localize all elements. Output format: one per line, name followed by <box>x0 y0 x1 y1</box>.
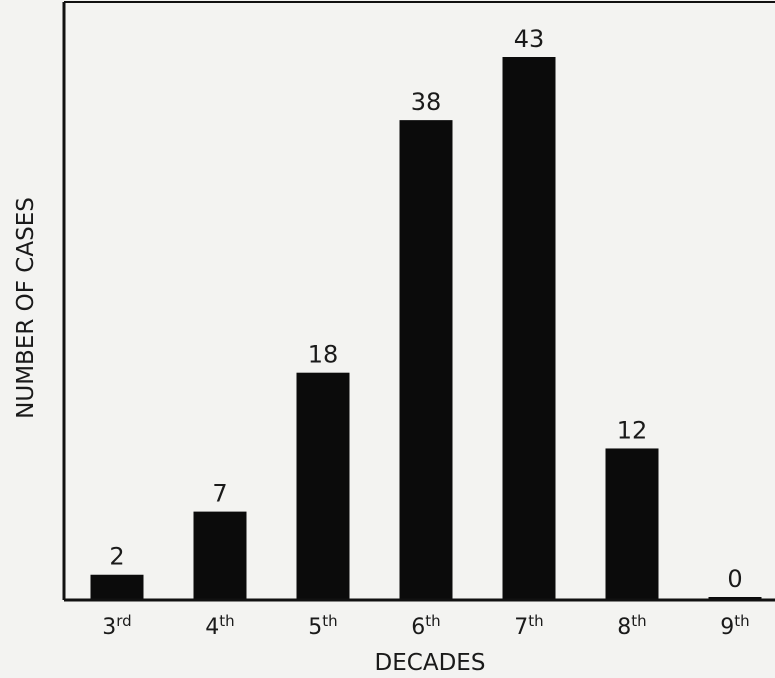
bar-value-label: 2 <box>109 543 124 571</box>
bar <box>399 120 453 601</box>
x-tick-label: 4th <box>205 612 234 640</box>
x-tick-label: 3rd <box>102 612 131 640</box>
x-axis-label: DECADES <box>375 650 486 676</box>
x-tick-label: 8th <box>617 612 646 640</box>
bar <box>90 574 144 600</box>
bar <box>193 511 247 600</box>
bars-layer <box>90 57 762 601</box>
bar-value-label: 7 <box>212 480 227 508</box>
y-axis-label: NUMBER OF CASES <box>13 197 39 419</box>
bar-value-label: 12 <box>617 416 648 444</box>
bar-value-label: 38 <box>411 88 442 116</box>
bar-value-label: 0 <box>727 565 742 593</box>
data-labels-layer: 2 7 18 38 43 12 0 <box>109 25 742 593</box>
x-tick-label: 6th <box>411 612 440 640</box>
x-tick-label: 7th <box>514 612 543 640</box>
bar <box>605 448 659 600</box>
x-tick-label: 5th <box>308 612 337 640</box>
bar-value-label: 18 <box>308 341 339 369</box>
x-tick-label: 9th <box>720 612 749 640</box>
bar <box>502 57 556 600</box>
bar-value-label: 43 <box>514 25 545 53</box>
bar <box>296 372 350 600</box>
x-tick-labels-layer: 3rd 4th 5th 6th 7th 8th 9th <box>102 612 749 640</box>
